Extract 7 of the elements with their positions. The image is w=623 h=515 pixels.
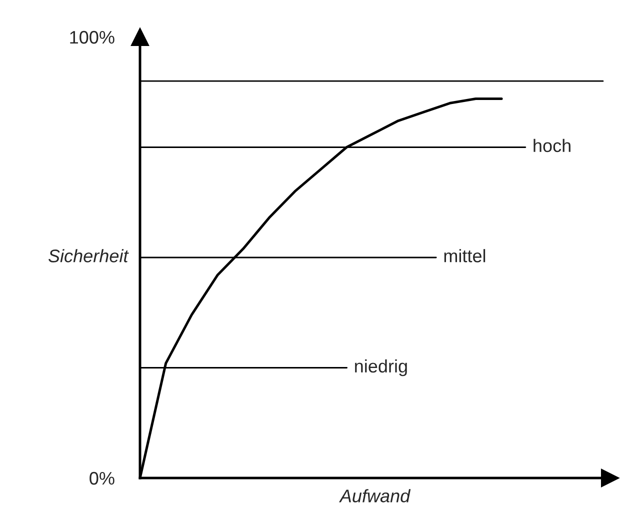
x-axis-title: Aufwand — [338, 489, 411, 502]
ref-line-label: niedrig — [355, 359, 407, 376]
ref-line-label: mittel — [444, 249, 486, 262]
y-tick-label: 0% — [90, 472, 114, 485]
y-tick-label: 100% — [70, 30, 114, 44]
y-axis-title: Sicherheit — [48, 249, 129, 262]
ref-line-label: hoch — [534, 138, 570, 152]
